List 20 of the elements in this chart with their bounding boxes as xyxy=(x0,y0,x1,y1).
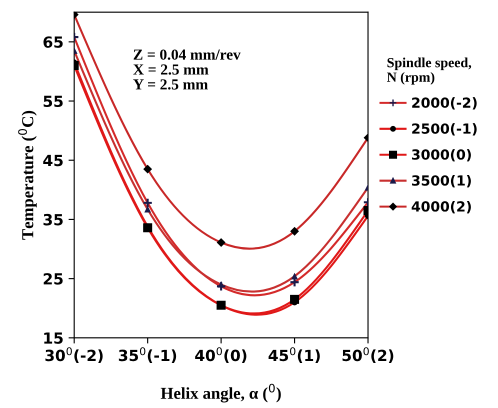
y-tick-label: 15 xyxy=(44,332,63,344)
legend-label: 3500(1) xyxy=(412,175,471,188)
legend-title: Spindle speed, N (rpm) xyxy=(387,58,472,85)
x-tick-label: 35$^{0}$(-1) xyxy=(118,347,176,364)
x-tick-label: 40$^{0}$(0) xyxy=(195,347,246,364)
x-tick-label: 30$^{0}$(-2) xyxy=(45,347,103,364)
legend-label: 2000(-2) xyxy=(412,97,477,110)
annotation: Z = 0.04 mm/rev X = 2.5 mm Y = 2.5 mm xyxy=(133,49,241,90)
x-tick-label: 50$^{0}$(2) xyxy=(342,347,394,364)
legend-label: 4000(2) xyxy=(412,200,471,214)
legend-label: 3000(0) xyxy=(412,149,471,162)
y-axis-title: Temperature ($^{0}$C) xyxy=(18,110,37,240)
y-tick-label: 55 xyxy=(44,96,63,108)
legend-label: 2500(-1) xyxy=(412,123,477,136)
x-tick-label: 45$^{0}$(1) xyxy=(268,347,320,364)
x-axis-title: Helix angle, α ($^{0}$) xyxy=(160,384,281,402)
y-tick-label: 45 xyxy=(43,154,63,166)
y-tick-label: 65 xyxy=(43,36,63,48)
y-tick-label: 25 xyxy=(44,273,63,285)
y-tick-label: 35 xyxy=(44,214,63,226)
